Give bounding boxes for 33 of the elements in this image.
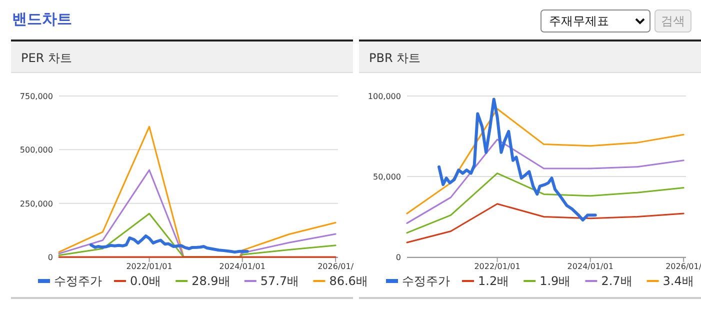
legend-label: 86.6배 (329, 274, 368, 288)
search-button: 검색 (654, 10, 692, 32)
y-tick-label: 750,000 (20, 92, 53, 101)
x-tick-label: 2024/01/01 (567, 262, 614, 271)
y-tick-label: 0 (396, 253, 401, 262)
legend-label: 1.9배 (540, 274, 571, 288)
line-series (406, 172, 684, 234)
line-series (438, 98, 597, 222)
y-tick-label: 0 (48, 253, 53, 262)
x-tick-label: 2022/01/01 (474, 262, 520, 271)
legend-label: 2.7배 (601, 274, 632, 288)
x-tick-label: 2024/01/01 (219, 262, 266, 271)
line-series (90, 234, 249, 254)
legend-label: 28.9배 (192, 274, 230, 288)
y-tick-label: 50,000 (373, 172, 401, 182)
dropdown-select: 주재무제표 (540, 10, 650, 32)
legend-label: 0.0배 (130, 274, 162, 288)
y-tick-label: 500,000 (20, 146, 53, 155)
legend-label: 3.4배 (662, 274, 694, 288)
legend-label: 1.2배 (478, 274, 510, 288)
chart-title: PER 차트 (21, 51, 72, 65)
chart-title: PBR 차트 (369, 51, 421, 65)
line-series (406, 138, 684, 224)
legend-label: 57.7배 (260, 274, 300, 288)
x-tick-label: 2026/01/ (318, 262, 354, 271)
y-tick-label: 100,000 (368, 92, 401, 101)
text: 밴드차트 (12, 10, 72, 28)
y-tick-label: 250,000 (20, 199, 53, 208)
line-series (406, 203, 684, 244)
legend-label: 수정주가 (54, 274, 102, 288)
x-tick-label: 2022/01/01 (126, 262, 172, 271)
legend-label: 수정주가 (402, 274, 450, 288)
line-series (406, 108, 684, 214)
